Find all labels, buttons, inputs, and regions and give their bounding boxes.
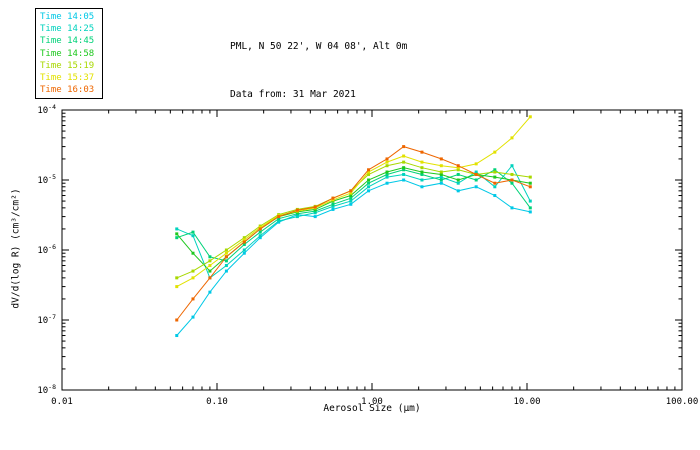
y-tick-label: 10-8 xyxy=(37,383,56,396)
y-tick-label: 10-7 xyxy=(37,313,56,326)
legend-item: Time 16:03 xyxy=(40,84,94,96)
legend-item: Time 15:37 xyxy=(40,72,94,84)
x-tick-label: 10.00 xyxy=(513,397,540,407)
legend: Time 14:05 Time 14:25 Time 14:45 Time 14… xyxy=(35,8,104,100)
legend-label: Time 14:25 xyxy=(40,24,95,35)
y-tick-label: 10-6 xyxy=(37,243,56,256)
legend-label: Time 14:58 xyxy=(40,48,95,59)
legend-label: Time 14:45 xyxy=(40,36,95,47)
legend-label: Time 16:03 xyxy=(40,85,95,96)
legend-item: Time 14:05 xyxy=(40,11,94,23)
series-line xyxy=(176,167,531,272)
x-tick-label: 0.10 xyxy=(206,397,228,407)
y-tick-label: 10-4 xyxy=(37,103,56,116)
legend-item: Time 14:25 xyxy=(40,23,94,35)
series-line xyxy=(176,164,531,279)
legend-label: Time 14:05 xyxy=(40,12,95,22)
legend-item: Time 14:45 xyxy=(40,35,94,47)
legend-label: Time 15:19 xyxy=(40,60,95,71)
legend-label: Time 15:37 xyxy=(40,73,95,84)
y-axis-label: dV/d(log R) (cm³/cm²) xyxy=(10,188,22,309)
plot-title-location: PML, N 50 22', W 04 08', Alt 0m xyxy=(230,41,408,52)
plot-title-date: Data from: 31 Mar 2021 xyxy=(230,89,356,100)
legend-item: Time 15:19 xyxy=(40,60,94,72)
plot-frame xyxy=(61,109,683,391)
x-axis-label: Aerosol Size (μm) xyxy=(323,403,421,414)
x-tick-label: 1.00 xyxy=(361,397,383,407)
title-block: PML, N 50 22', W 04 08', Alt 0m Data fro… xyxy=(230,7,407,135)
legend-item: Time 14:58 xyxy=(40,48,94,60)
x-tick-label: 0.01 xyxy=(51,397,73,407)
y-tick-label: 10-5 xyxy=(37,173,56,186)
x-tick-label: 100.00 xyxy=(666,397,699,407)
